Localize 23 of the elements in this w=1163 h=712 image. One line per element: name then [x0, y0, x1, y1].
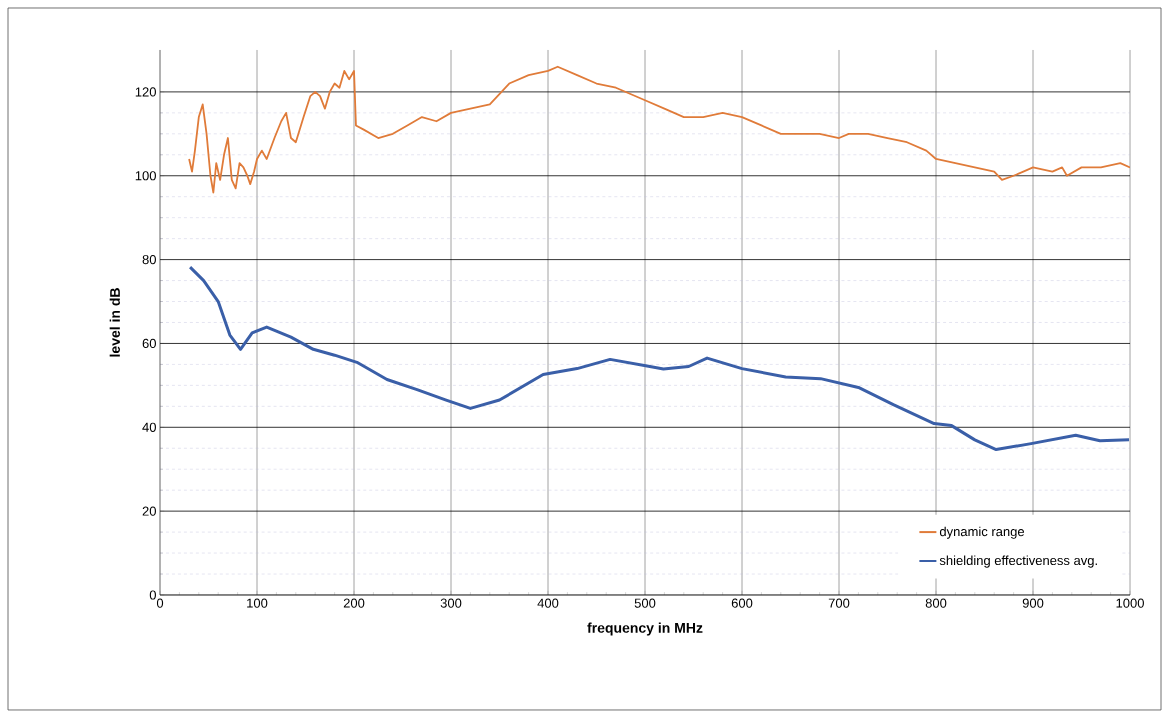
x-tick-label: 700: [828, 598, 850, 608]
y-tick-label: 40: [142, 422, 156, 432]
y-axis-title: level in dB: [109, 288, 120, 357]
x-tick-label: 100: [247, 598, 268, 608]
y-tick-label: 100: [135, 171, 156, 181]
x-tick-label: 1000: [1116, 598, 1144, 608]
x-tick-label: 200: [343, 598, 365, 608]
x-tick-label: 300: [440, 598, 462, 608]
y-tick-label: 120: [135, 87, 156, 97]
legend-label: dynamic range: [939, 526, 1025, 539]
x-axis-title: frequency in MHz: [587, 622, 703, 636]
y-tick-label: 80: [142, 255, 156, 265]
y-tick-label: 0: [149, 590, 156, 600]
x-tick-label: 800: [925, 598, 947, 608]
x-tick-label: 400: [537, 598, 559, 608]
x-tick-label: 500: [634, 598, 656, 608]
y-tick-label: 60: [142, 338, 156, 349]
y-tick-label: 20: [142, 506, 156, 516]
legend-label: shielding effectiveness avg.: [939, 555, 1097, 568]
x-tick-label: 900: [1022, 598, 1044, 608]
x-tick-label: 0: [156, 598, 164, 608]
x-tick-label: 600: [731, 598, 753, 608]
line-series: [188, 265, 1131, 452]
